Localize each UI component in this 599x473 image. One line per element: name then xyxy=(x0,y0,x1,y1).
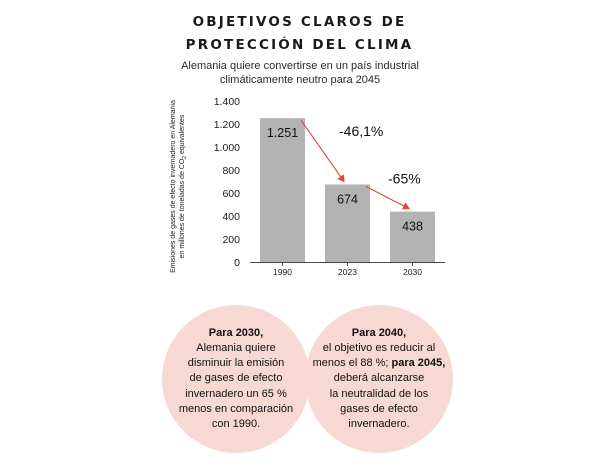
x-tick-label: 1990 xyxy=(273,267,292,277)
info-text-line: de gases de efecto xyxy=(190,371,283,386)
chart-title-line-2: PROTECCIÓN DEL CLIMA xyxy=(185,37,414,53)
info-text-line: Alemania quiere xyxy=(196,341,276,356)
info-text: con 1990. xyxy=(211,417,261,430)
info-text-bold: Para 2030, xyxy=(208,326,264,339)
y-tick-label: 1.000 xyxy=(214,142,240,154)
info-text: de gases de efecto xyxy=(189,372,283,385)
bar xyxy=(260,118,305,262)
info-text: invernadero. xyxy=(348,417,410,430)
y-tick-label: 800 xyxy=(222,165,240,177)
info-text-line: invernadero un 65 % xyxy=(185,387,287,402)
y-axis-label-line-1: Emisiones de gases de efecto invernadero… xyxy=(170,100,177,273)
reduction-arrow xyxy=(365,186,410,210)
info-text-bold: Para 2040, xyxy=(351,326,407,339)
info-text-line: con 1990. xyxy=(212,417,260,432)
bar xyxy=(325,184,370,262)
y-tick-label: 0 xyxy=(234,257,240,269)
bar xyxy=(390,211,435,262)
info-text: menos en comparación xyxy=(178,402,294,415)
emissions-bar-chart: 0 200 400 600 800 1.000 1.200 1.400 1.251 1990 674… xyxy=(170,96,445,277)
info-text-line: disminuir la emisión xyxy=(188,356,285,371)
info-text: Alemania quiere xyxy=(196,342,276,355)
chart-subtitle-line-1: Alemania quiere convertirse en un país i… xyxy=(181,60,419,72)
info-text: deberá alcanzarse xyxy=(333,372,425,385)
info-text-line: menos el 88 %; para 2045, xyxy=(313,356,446,371)
info-text-line: deberá alcanzarse xyxy=(334,371,425,386)
info-text-line: Para 2040, xyxy=(352,326,406,341)
bar-value-label: 438 xyxy=(402,220,423,234)
info-text: invernadero un 65 % xyxy=(185,387,287,400)
y-tick-label: 400 xyxy=(222,211,240,223)
bar-value-label: 1.251 xyxy=(267,126,298,140)
y-tick-label: 1.200 xyxy=(214,119,240,131)
chart-subtitle-line-2: climáticamente neutro para 2045 xyxy=(219,74,381,86)
info-text-line: menos en comparación xyxy=(179,402,293,417)
info-text-line: invernadero. xyxy=(348,417,409,432)
info-text: la neutralidad de los xyxy=(329,387,429,400)
info-circle-2030: Para 2030, Alemania quiere disminuir la em… xyxy=(162,305,310,453)
reduction-label: -46,1% xyxy=(339,123,383,139)
info-text-bold: para 2045, xyxy=(391,357,446,370)
y-tick-label: 600 xyxy=(222,188,240,200)
reduction-label: -65% xyxy=(388,170,421,186)
chart-title-line-1: OBJETIVOS CLAROS DE xyxy=(192,14,407,30)
info-text: el objetivo es reducir al xyxy=(322,342,436,355)
info-text-line: el objetivo es reducir al xyxy=(323,341,436,356)
info-circle-2040-2045: Para 2040, el objetivo es reducir al menos… xyxy=(305,305,453,453)
info-text: menos el 88 %; xyxy=(312,357,392,370)
y-axis-label-line-2: en millones de toneladas de CO2 equivale… xyxy=(179,114,188,258)
info-text-line: la neutralidad de los xyxy=(330,387,428,402)
x-tick-label: 2023 xyxy=(338,267,357,277)
info-text-line: gases de efecto xyxy=(340,402,418,417)
y-tick-label: 1.400 xyxy=(214,96,240,108)
bar-value-label: 674 xyxy=(337,192,358,206)
info-text-line: Para 2030, xyxy=(209,326,263,341)
x-tick-label: 2030 xyxy=(403,267,422,277)
info-text: disminuir la emisión xyxy=(187,357,285,370)
reduction-arrow xyxy=(300,119,345,183)
info-text: gases de efecto xyxy=(340,402,418,415)
y-tick-label: 200 xyxy=(222,234,240,246)
